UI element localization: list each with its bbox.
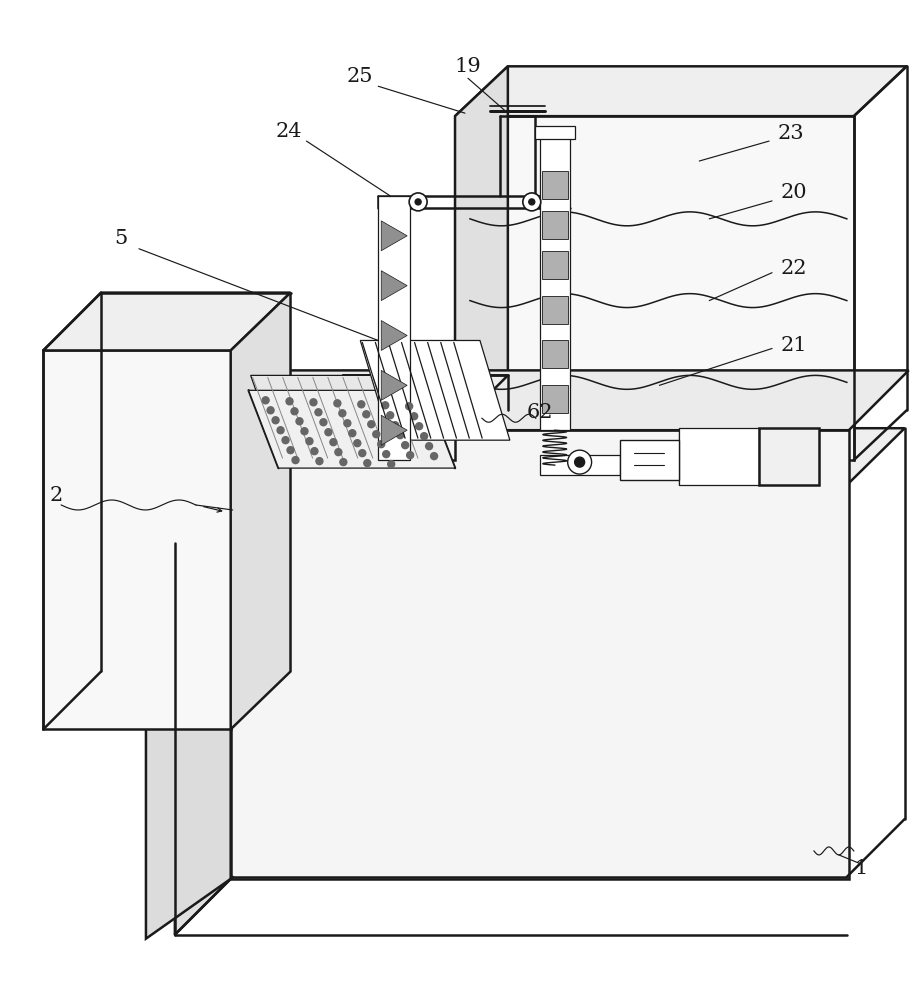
Circle shape <box>529 199 535 205</box>
Polygon shape <box>539 455 620 475</box>
Text: 2: 2 <box>50 486 63 505</box>
Circle shape <box>310 399 317 406</box>
Circle shape <box>262 397 269 404</box>
Polygon shape <box>535 126 574 139</box>
Polygon shape <box>455 66 906 116</box>
Circle shape <box>523 193 541 211</box>
Circle shape <box>286 398 293 405</box>
Circle shape <box>339 410 346 417</box>
Circle shape <box>406 403 413 410</box>
Polygon shape <box>381 321 408 350</box>
Circle shape <box>568 450 592 474</box>
Circle shape <box>349 430 356 437</box>
Text: 25: 25 <box>347 67 373 86</box>
Circle shape <box>325 429 332 436</box>
Circle shape <box>410 413 418 420</box>
Polygon shape <box>290 375 508 428</box>
Circle shape <box>316 458 323 465</box>
Circle shape <box>287 447 294 454</box>
Polygon shape <box>455 116 854 460</box>
Circle shape <box>402 442 408 449</box>
Polygon shape <box>175 485 232 935</box>
Polygon shape <box>539 131 570 430</box>
Polygon shape <box>290 428 455 460</box>
Circle shape <box>359 450 366 457</box>
Circle shape <box>382 402 389 409</box>
Circle shape <box>388 461 395 468</box>
Polygon shape <box>381 221 408 251</box>
Polygon shape <box>232 485 846 877</box>
Circle shape <box>416 423 422 430</box>
Circle shape <box>335 449 342 456</box>
Circle shape <box>291 408 298 415</box>
Text: 24: 24 <box>276 122 301 141</box>
Circle shape <box>334 400 341 407</box>
Circle shape <box>330 439 337 446</box>
Polygon shape <box>542 296 568 324</box>
Circle shape <box>574 457 585 467</box>
Circle shape <box>415 199 421 205</box>
Polygon shape <box>249 390 455 468</box>
Text: 62: 62 <box>526 403 553 422</box>
Circle shape <box>372 431 380 438</box>
Text: 21: 21 <box>781 336 808 355</box>
Circle shape <box>306 438 313 445</box>
Circle shape <box>282 437 289 444</box>
Circle shape <box>358 401 365 408</box>
Text: 5: 5 <box>114 229 127 248</box>
Circle shape <box>364 460 371 467</box>
Polygon shape <box>680 428 759 485</box>
Circle shape <box>409 193 427 211</box>
Polygon shape <box>251 375 450 460</box>
Polygon shape <box>146 430 230 939</box>
Polygon shape <box>378 196 410 460</box>
Polygon shape <box>542 251 568 279</box>
Circle shape <box>362 411 370 418</box>
Circle shape <box>344 420 351 427</box>
Circle shape <box>311 448 318 455</box>
Polygon shape <box>759 428 819 485</box>
Polygon shape <box>381 415 408 445</box>
Circle shape <box>426 443 432 450</box>
Polygon shape <box>230 430 849 879</box>
Circle shape <box>267 407 274 414</box>
Text: 23: 23 <box>777 124 804 143</box>
Circle shape <box>340 459 347 466</box>
Text: 20: 20 <box>781 183 808 202</box>
Polygon shape <box>381 370 408 400</box>
Circle shape <box>320 419 327 426</box>
Polygon shape <box>43 350 231 729</box>
Polygon shape <box>381 271 408 301</box>
Circle shape <box>368 421 374 428</box>
Circle shape <box>301 428 308 435</box>
Polygon shape <box>542 171 568 199</box>
Circle shape <box>292 457 299 464</box>
Polygon shape <box>620 440 680 480</box>
Text: 1: 1 <box>854 859 868 878</box>
Polygon shape <box>542 211 568 239</box>
Circle shape <box>272 417 279 424</box>
Text: 19: 19 <box>455 57 481 76</box>
Polygon shape <box>230 293 290 729</box>
Polygon shape <box>455 66 508 460</box>
Circle shape <box>354 440 361 447</box>
Polygon shape <box>542 385 568 413</box>
Circle shape <box>383 451 390 458</box>
Circle shape <box>407 452 414 459</box>
Polygon shape <box>230 370 909 430</box>
Polygon shape <box>361 340 510 440</box>
Polygon shape <box>43 293 290 350</box>
Circle shape <box>296 418 303 425</box>
Circle shape <box>420 433 428 440</box>
Polygon shape <box>232 428 904 485</box>
Text: 22: 22 <box>781 259 808 278</box>
Circle shape <box>386 412 394 419</box>
Circle shape <box>396 432 404 439</box>
Circle shape <box>315 409 322 416</box>
Circle shape <box>392 422 398 429</box>
Polygon shape <box>542 340 568 368</box>
Circle shape <box>378 441 384 448</box>
Circle shape <box>277 427 284 434</box>
Circle shape <box>431 453 438 460</box>
